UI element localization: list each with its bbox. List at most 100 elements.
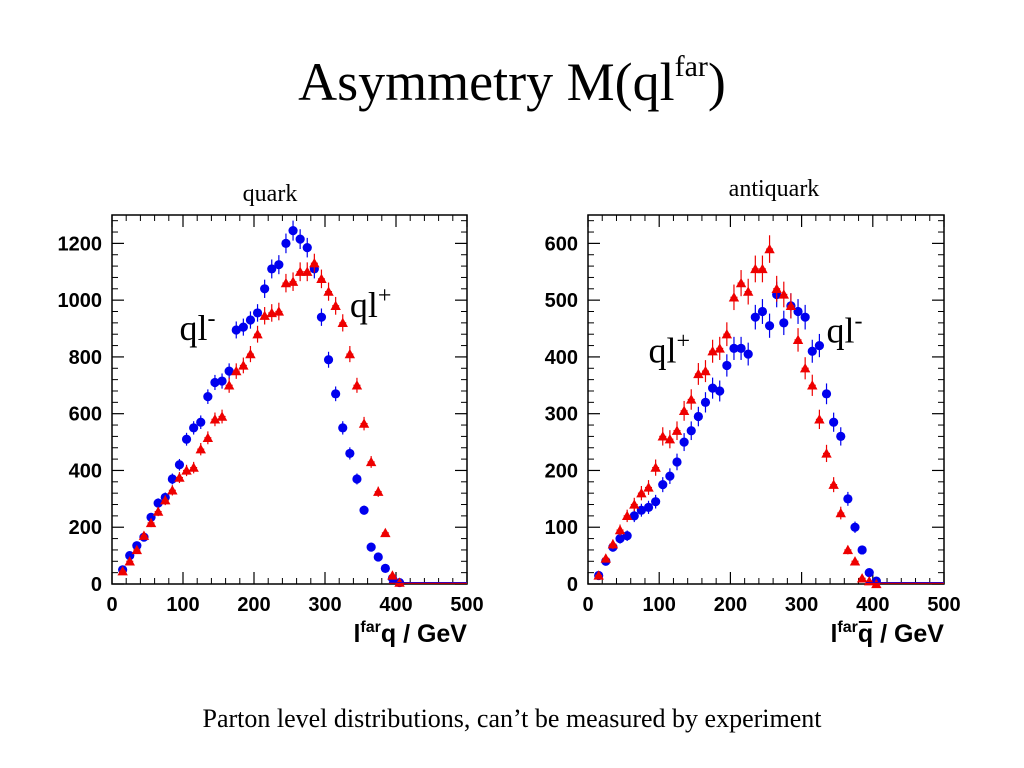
data-point-triangle — [757, 263, 768, 274]
data-point-triangle — [238, 360, 249, 370]
slide-title-close: ) — [707, 52, 726, 112]
y-tick-label: 500 — [545, 290, 578, 312]
data-point-triangle — [657, 431, 668, 441]
data-point-circle — [629, 511, 639, 521]
y-tick-label: 600 — [545, 233, 578, 255]
data-point-triangle — [600, 553, 611, 563]
data-point-circle — [352, 474, 362, 484]
data-point-triangle — [743, 286, 754, 296]
data-point-circle — [821, 389, 832, 399]
data-point-triangle — [245, 348, 256, 359]
data-point-circle — [217, 376, 227, 386]
y-tick-label: 0 — [567, 574, 578, 596]
data-point-triangle — [650, 462, 661, 472]
data-point-circle — [196, 417, 206, 427]
data-point-triangle — [643, 482, 654, 492]
data-point-triangle — [259, 310, 270, 320]
data-point-triangle — [131, 544, 143, 555]
data-point-triangle — [686, 394, 697, 404]
series-annotation: ql+ — [350, 283, 392, 325]
data-point-triangle — [799, 363, 811, 373]
series-annotation: ql+ — [649, 329, 691, 371]
x-tick-label: 200 — [714, 594, 747, 616]
data-point-circle — [743, 349, 753, 359]
data-point-circle — [281, 238, 291, 248]
data-point-circle — [373, 552, 383, 562]
slide-title-superscript: far — [674, 50, 708, 83]
data-point-circle — [231, 325, 241, 335]
data-point-triangle — [828, 479, 839, 489]
data-point-triangle — [678, 405, 690, 416]
data-point-circle — [366, 542, 376, 552]
data-point-circle — [345, 448, 355, 459]
data-point-circle — [245, 315, 256, 325]
x-axis-label: lfarq / GeV — [830, 619, 944, 648]
data-point-triangle — [202, 432, 214, 442]
data-point-circle — [757, 306, 768, 317]
data-point-circle — [722, 360, 732, 371]
data-point-triangle — [693, 368, 704, 379]
data-point-circle — [302, 243, 312, 253]
y-tick-label: 600 — [69, 404, 102, 426]
data-point-triangle — [145, 517, 157, 528]
data-point-triangle — [167, 485, 178, 495]
data-point-triangle — [174, 472, 185, 482]
data-point-circle — [715, 386, 725, 396]
data-point-triangle — [664, 434, 676, 444]
data-point-circle — [693, 411, 703, 422]
data-point-triangle — [302, 266, 313, 276]
data-point-circle — [174, 460, 185, 470]
data-point-circle — [643, 502, 654, 512]
data-point-triangle — [373, 486, 384, 496]
data-point-circle — [750, 312, 760, 322]
y-tick-label: 300 — [545, 404, 578, 426]
data-point-circle — [260, 284, 270, 294]
data-point-triangle — [792, 334, 804, 345]
data-point-circle — [203, 392, 213, 402]
data-point-triangle — [344, 348, 356, 359]
data-point-triangle — [778, 289, 789, 299]
x-tick-label: 0 — [582, 594, 593, 616]
data-point-circle — [807, 346, 817, 356]
data-point-circle — [146, 512, 156, 522]
data-point-triangle — [764, 243, 775, 254]
y-tick-label: 1000 — [58, 290, 103, 312]
data-point-circle — [224, 366, 234, 376]
data-point-triangle — [117, 566, 128, 576]
x-tick-label: 300 — [785, 594, 818, 616]
data-point-circle — [615, 533, 625, 544]
x-tick-label: 200 — [237, 594, 270, 616]
y-tick-label: 800 — [69, 347, 102, 369]
data-point-circle — [189, 423, 199, 433]
data-point-circle — [729, 343, 739, 354]
x-tick-label: 400 — [856, 594, 889, 616]
data-point-triangle — [735, 277, 747, 288]
data-point-circle — [793, 306, 803, 317]
data-point-circle — [153, 498, 163, 508]
data-point-circle — [331, 389, 341, 399]
series-ql+ — [593, 235, 882, 589]
data-point-circle — [274, 260, 284, 270]
data-point-circle — [323, 355, 334, 365]
data-point-circle — [836, 431, 846, 441]
data-point-triangle — [358, 418, 370, 428]
data-point-triangle — [273, 306, 285, 316]
data-point-triangle — [814, 414, 825, 424]
y-tick-label: 400 — [69, 460, 102, 482]
data-point-triangle — [835, 507, 846, 518]
data-point-triangle — [785, 300, 797, 310]
data-point-circle — [338, 423, 348, 433]
data-point-triangle — [294, 266, 306, 276]
data-point-circle — [622, 531, 632, 541]
data-point-triangle — [330, 300, 341, 310]
data-point-circle — [736, 343, 746, 354]
data-point-circle — [267, 264, 277, 274]
data-point-triangle — [323, 286, 334, 296]
data-point-circle — [779, 318, 789, 328]
data-point-triangle — [728, 292, 740, 302]
data-point-triangle — [188, 462, 199, 472]
plot-frame — [111, 214, 468, 585]
data-point-circle — [658, 480, 668, 490]
